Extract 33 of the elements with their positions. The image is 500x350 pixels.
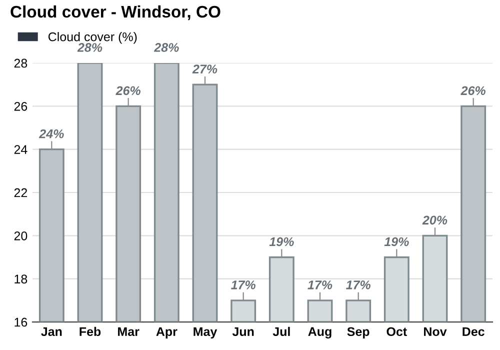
y-tick-label: 18 [14,274,28,284]
y-tick-label: 26 [14,102,28,111]
x-tick-label: Nov [424,327,447,336]
data-label: 24% [38,129,64,138]
x-tick-label: Feb [80,326,101,336]
data-label: 20% [422,216,448,225]
data-label: 26% [116,86,140,96]
x-tick-label: May [194,327,218,339]
text: Cloud cover (%) [48,32,137,44]
x-tick-label: Apr [156,327,178,339]
x-tick-label: Mar [118,327,140,336]
x-tick-label: Aug [308,327,332,339]
y-tick-label: 22 [14,188,28,198]
x-tick-label: Jul [272,326,290,336]
data-label: 27% [192,64,218,74]
data-label: 17% [346,280,370,290]
data-label: 17% [231,280,256,290]
x-tick-label: Dec [462,327,484,336]
x-tick-label: Sep [347,327,370,339]
data-label: 26% [460,86,486,96]
x-tick-label: Jan [41,327,62,336]
y-tick-label: 24 [14,145,28,154]
chart-title: Cloud cover - Windsor, CO [10,5,220,20]
data-label: 19% [269,237,294,246]
y-tick-label: 20 [14,231,28,240]
x-tick-label: Jun [232,327,254,336]
data-label: 28% [154,43,179,52]
y-tick-label: 28 [14,58,28,68]
data-label: 28% [77,43,102,52]
y-tick-label: 16 [14,318,28,327]
data-label: 19% [384,237,409,246]
data-label: 17% [308,280,332,290]
x-tick-label: Oct [386,327,407,336]
